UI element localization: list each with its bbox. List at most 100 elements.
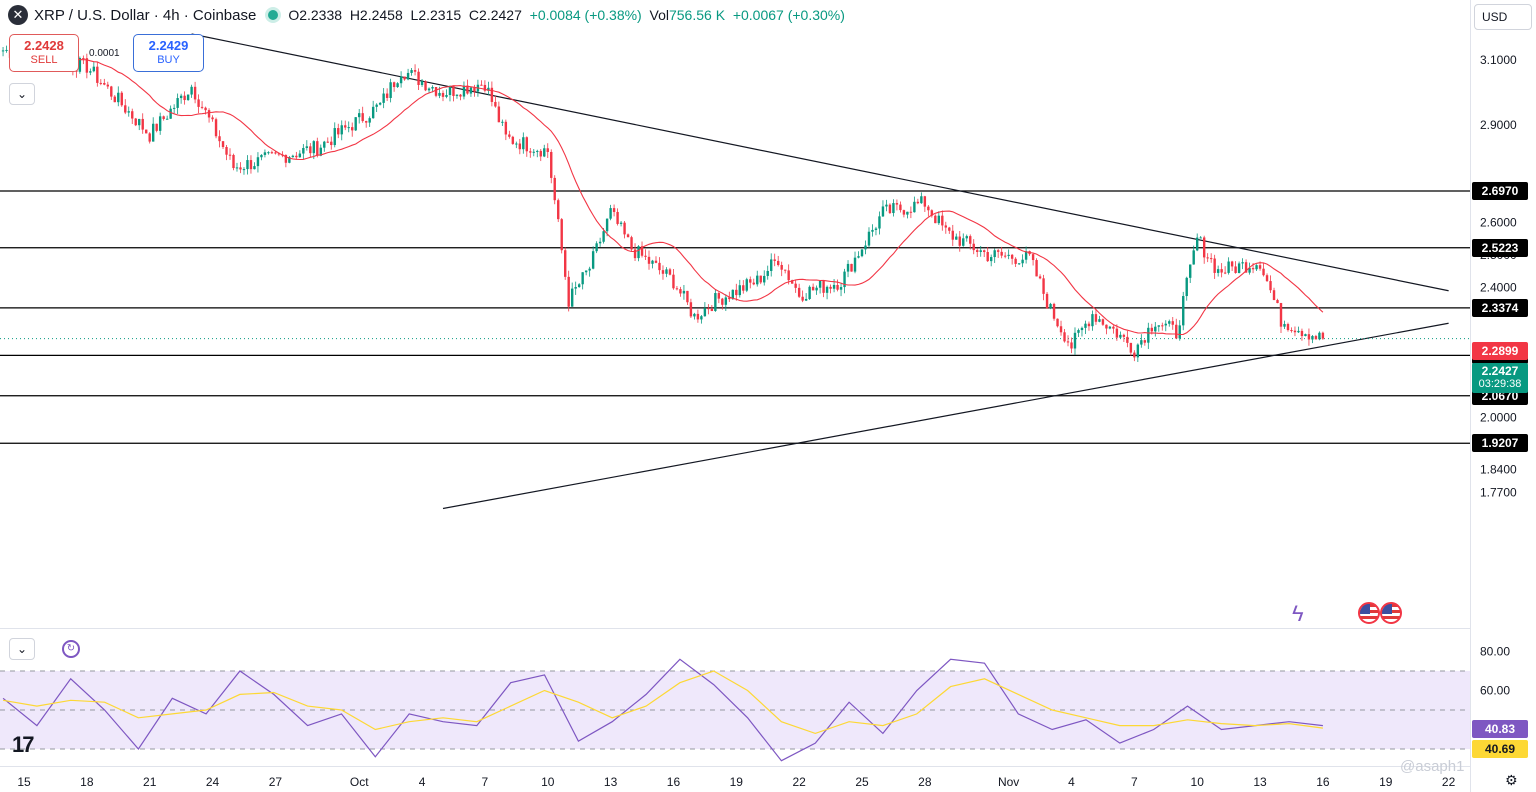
candle-body — [619, 222, 623, 224]
candle-body — [235, 167, 239, 169]
candle-body — [780, 264, 783, 270]
refresh-icon[interactable]: ↻ — [62, 640, 80, 658]
candle-body — [1091, 314, 1094, 327]
market-open-status-icon — [268, 10, 279, 20]
candle-body — [843, 271, 846, 288]
candle-body — [543, 148, 546, 157]
close-value: C2.2427 — [468, 7, 522, 23]
candle-body — [504, 121, 508, 135]
candle-body — [584, 270, 588, 273]
candle-body — [1265, 275, 1269, 282]
candle-body — [885, 204, 888, 207]
candle-body — [1175, 324, 1178, 339]
candle-body — [274, 152, 277, 154]
candle-body — [941, 215, 944, 226]
candle-body — [1272, 290, 1276, 301]
candle-body — [246, 160, 249, 170]
candle-body — [385, 93, 389, 98]
pane-divider — [0, 628, 1470, 629]
x-tick-label: 25 — [855, 775, 869, 789]
candle-body — [1223, 272, 1227, 274]
candle-body — [515, 143, 518, 145]
candle-body — [766, 270, 769, 276]
candle-body — [260, 154, 263, 158]
candle-body — [801, 296, 804, 301]
candle-body — [787, 270, 790, 281]
candle-body — [382, 93, 385, 103]
candle-body — [1031, 254, 1035, 261]
candle-body — [284, 154, 288, 163]
candle-body — [1216, 269, 1220, 273]
candle-body — [1024, 251, 1028, 260]
buy-label: BUY — [157, 54, 180, 66]
candle-body — [340, 125, 343, 135]
candle-body — [654, 260, 658, 263]
candle-body — [682, 290, 686, 294]
candle-body — [5, 49, 8, 51]
candle-body — [1140, 340, 1143, 345]
candle-body — [455, 94, 459, 96]
y-tick-label: 3.1000 — [1480, 53, 1517, 67]
candle-body — [557, 200, 560, 220]
x-tick-label: 22 — [1442, 775, 1456, 789]
candle-body — [1178, 325, 1181, 339]
candle-body — [113, 96, 116, 103]
currency-select[interactable]: USD — [1474, 4, 1532, 30]
candle-body — [263, 152, 267, 155]
candle-body — [689, 302, 693, 317]
candle-body — [693, 313, 696, 317]
candle-body — [983, 250, 986, 253]
candle-body — [256, 157, 260, 167]
candle-body — [361, 113, 364, 122]
candle-body — [1168, 321, 1171, 324]
candle-body — [106, 84, 109, 87]
candle-body — [1, 50, 5, 52]
trendline-0 — [191, 33, 1449, 292]
candle-body — [1010, 254, 1014, 259]
candle-body — [124, 105, 127, 113]
candle-body — [96, 66, 99, 83]
candle-body — [347, 127, 350, 129]
candle-body — [239, 167, 242, 170]
candle-body — [570, 288, 574, 307]
rsi-tick-label: 60.00 — [1480, 684, 1510, 698]
candle-body — [1136, 344, 1140, 358]
gear-icon[interactable]: ⚙ — [1505, 772, 1518, 788]
collapse-indicators-button[interactable]: ⌄ — [9, 83, 35, 105]
candle-body — [888, 204, 892, 214]
candle-body — [1045, 293, 1049, 309]
buy-button[interactable]: 2.2429 BUY — [133, 34, 204, 72]
change-value: +0.0084 (+0.38%) — [529, 7, 642, 23]
sell-button[interactable]: 2.2428 SELL — [9, 34, 79, 72]
candle-body — [832, 284, 836, 289]
candle-body — [927, 206, 930, 211]
candle-body — [948, 227, 951, 231]
candle-body — [413, 70, 417, 72]
candle-body — [249, 160, 253, 170]
candle-body — [172, 107, 176, 109]
candle-body — [1084, 323, 1087, 328]
candle-body — [581, 272, 584, 285]
us-flag-icon[interactable] — [1358, 602, 1380, 624]
candle-body — [902, 210, 906, 215]
candle-body — [228, 154, 232, 156]
candle-body — [1244, 262, 1248, 273]
sell-price: 2.2428 — [24, 38, 64, 53]
candle-body — [99, 82, 103, 84]
collapse-rsi-button[interactable]: ⌄ — [9, 638, 35, 660]
us-flag-icon[interactable] — [1380, 602, 1402, 624]
symbol-title[interactable]: XRP / U.S. Dollar · 4h · Coinbase — [34, 6, 257, 24]
candle-body — [993, 250, 996, 258]
lightning-icon[interactable]: ϟ — [1292, 601, 1304, 626]
candle-body — [1182, 296, 1185, 326]
candle-body — [424, 81, 427, 91]
y-tick-label: 2.0000 — [1480, 411, 1517, 425]
candle-body — [989, 257, 993, 262]
candle-body — [752, 282, 755, 285]
candle-body — [536, 150, 539, 152]
candle-body — [197, 99, 200, 107]
candle-body — [808, 286, 811, 299]
volume-label: Vol — [649, 7, 669, 23]
chevron-down-icon: ⌄ — [16, 87, 28, 101]
